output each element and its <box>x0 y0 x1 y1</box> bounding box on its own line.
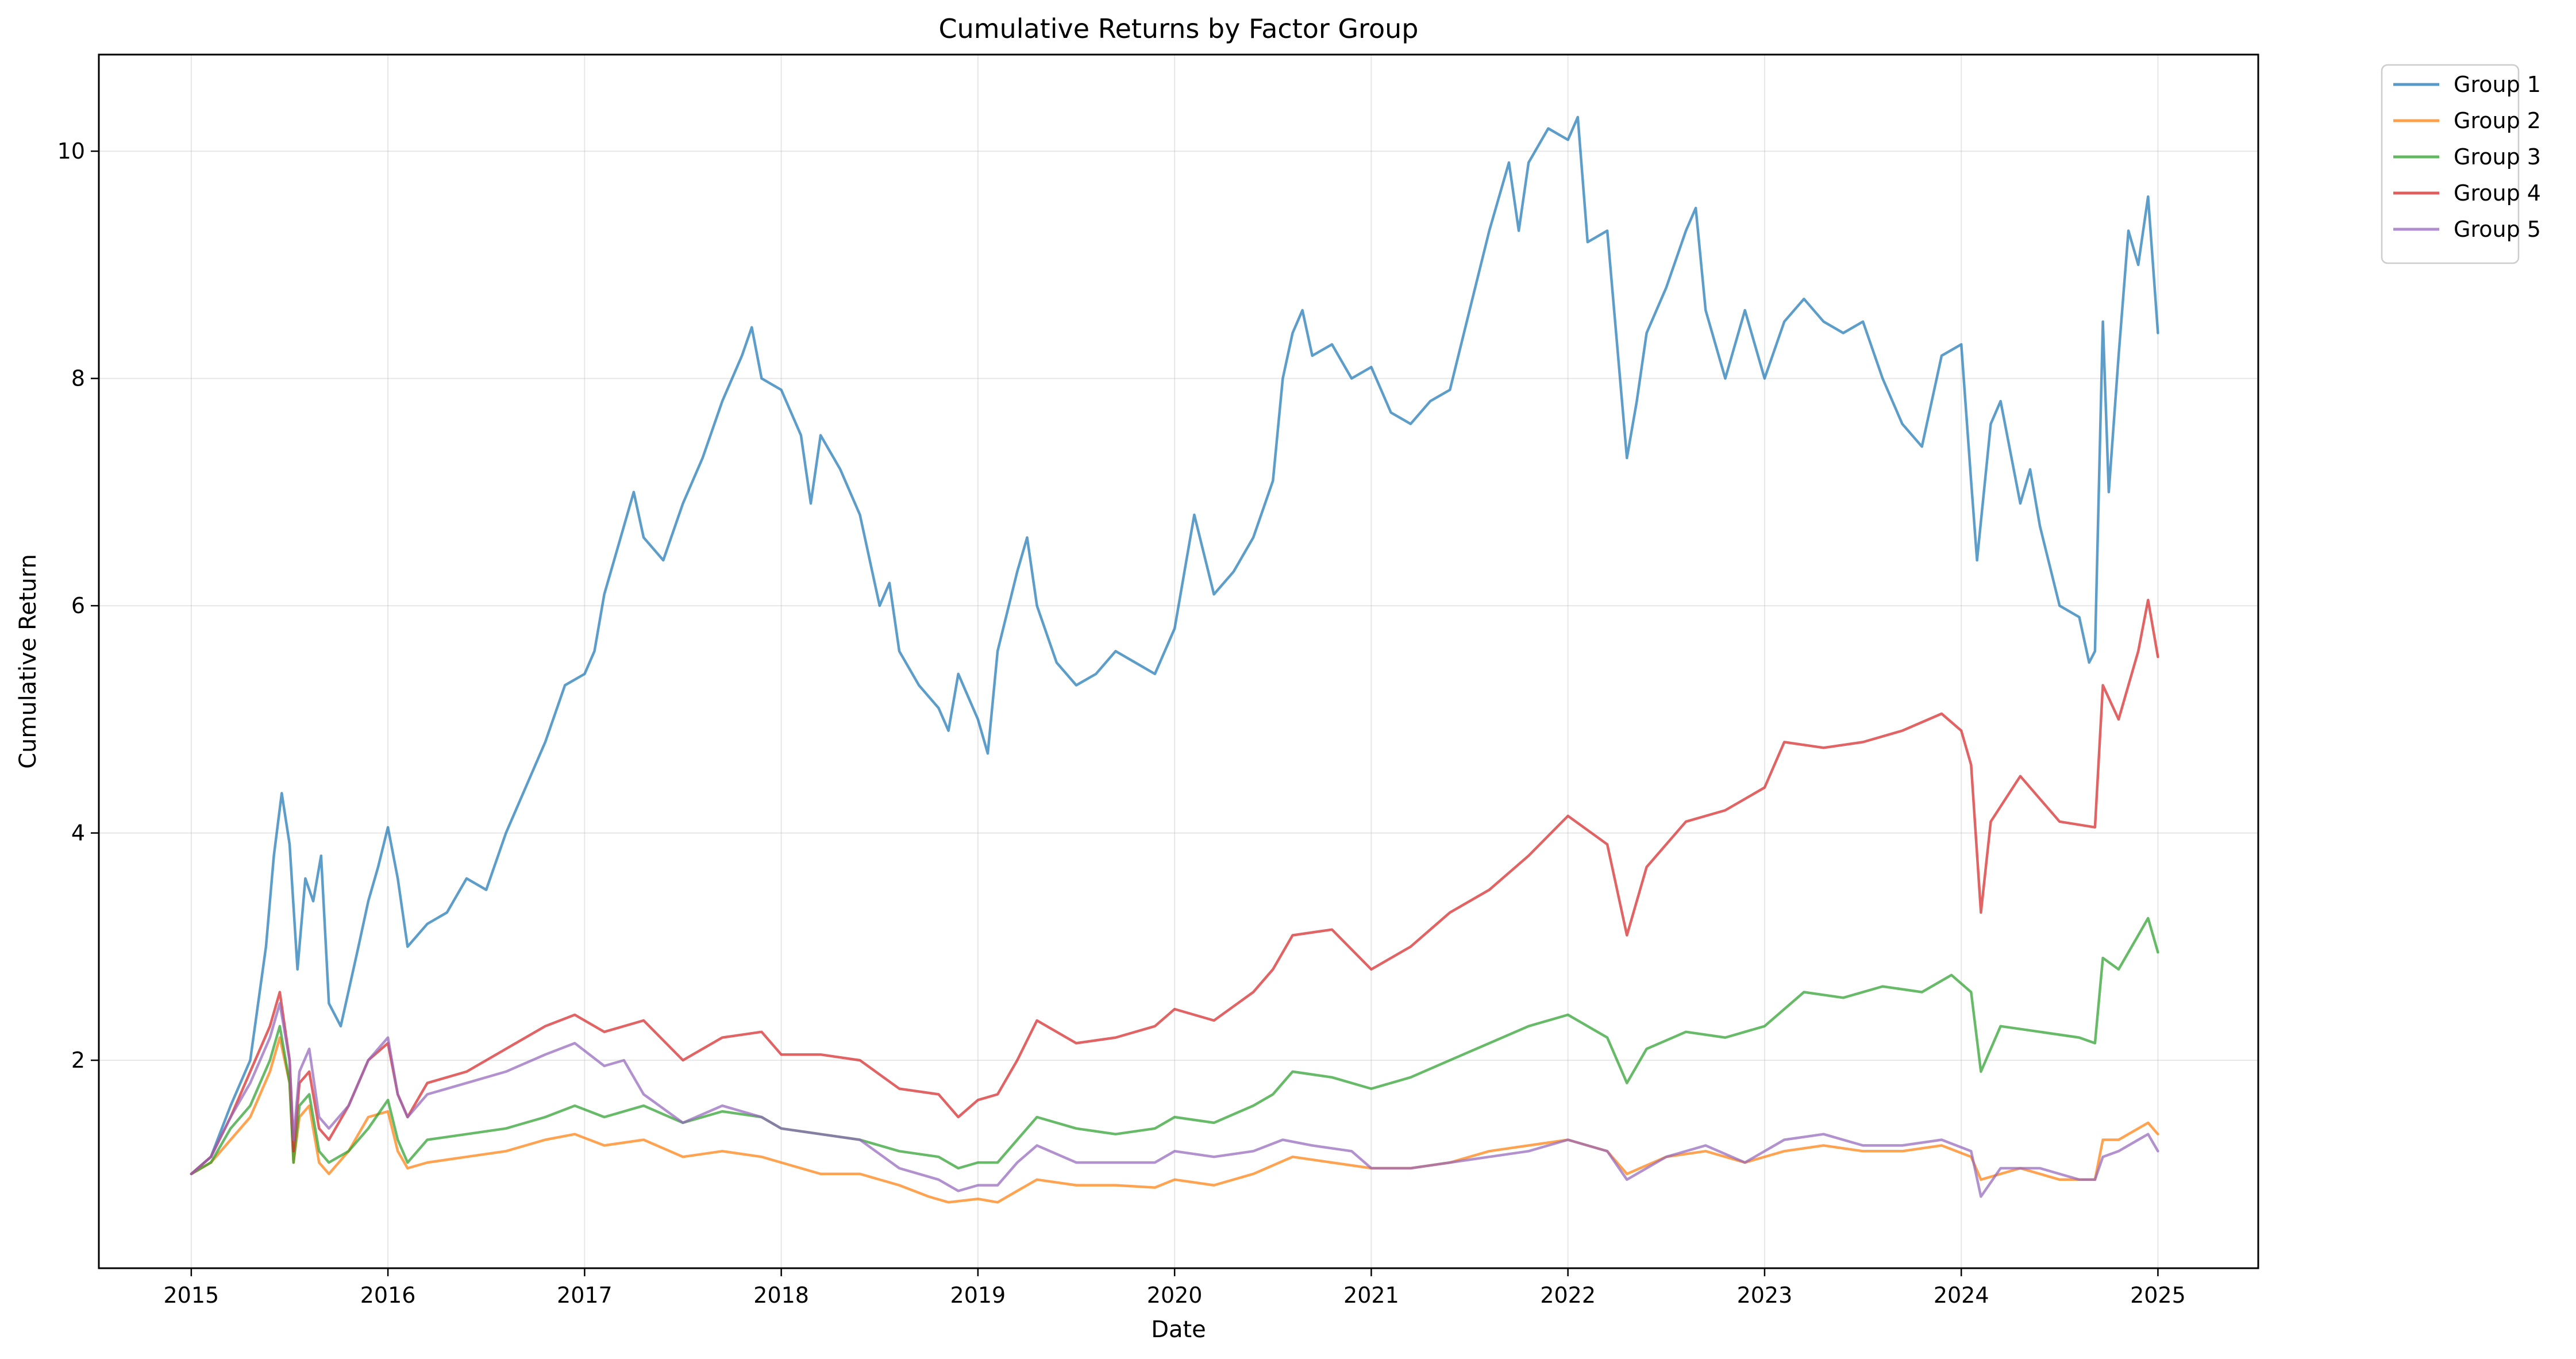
series-line-group-5 <box>190 1002 2159 1198</box>
legend: Group 1 Group 2 Group 3 Group 4 Group 5 <box>2381 64 2541 264</box>
y-axis-title: Cumulative Return <box>15 554 41 769</box>
legend-label: Group 2 <box>2454 108 2541 133</box>
chart-title: Cumulative Returns by Factor Group <box>939 13 1419 44</box>
x-tick-label: 2024 <box>1934 1283 1989 1308</box>
legend-label: Group 5 <box>2454 217 2541 242</box>
legend-label: Group 1 <box>2454 72 2541 97</box>
x-tick-label: 2022 <box>1540 1283 1596 1308</box>
plot-frame <box>98 53 2259 1269</box>
x-tick-label: 2021 <box>1343 1283 1399 1308</box>
series-lines <box>190 116 2159 1204</box>
x-tick-label: 2020 <box>1147 1283 1203 1308</box>
axis-ticks: 2015 2016 2017 2018 2019 2020 2021 2022 2023 2024… <box>57 138 2186 1308</box>
y-tick-label: 10 <box>57 138 85 164</box>
series-line-group-2 <box>190 1036 2159 1204</box>
y-tick-label: 6 <box>71 593 85 618</box>
x-tick-label: 2023 <box>1737 1283 1793 1308</box>
x-tick-label: 2015 <box>164 1283 220 1308</box>
y-tick-label: 4 <box>71 821 85 846</box>
y-tick-label: 2 <box>71 1048 85 1073</box>
x-tick-label: 2025 <box>2130 1283 2186 1308</box>
series-line-group-1 <box>190 116 2159 1176</box>
x-tick-label: 2019 <box>950 1283 1006 1308</box>
x-tick-label: 2018 <box>753 1283 809 1308</box>
series-line-group-3 <box>190 917 2159 1176</box>
legend-box <box>2381 64 2520 264</box>
legend-label: Group 3 <box>2454 144 2541 170</box>
x-tick-label: 2016 <box>360 1283 416 1308</box>
y-tick-label: 8 <box>71 366 85 391</box>
x-axis-title: Date <box>1151 1316 1206 1343</box>
x-tick-label: 2017 <box>557 1283 613 1308</box>
legend-label: Group 4 <box>2454 180 2541 206</box>
